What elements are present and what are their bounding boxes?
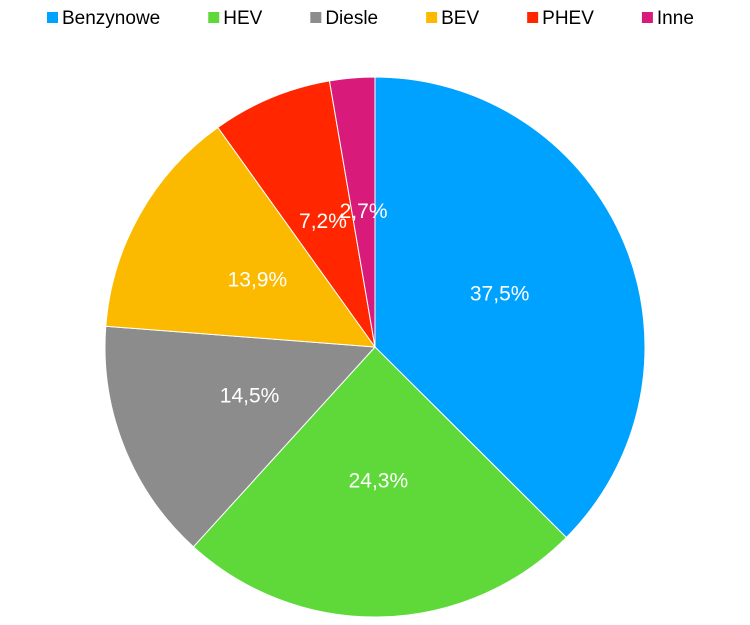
slice-label: 24,3% bbox=[349, 470, 409, 493]
pie-slice bbox=[217, 80, 376, 348]
legend-swatch bbox=[208, 12, 220, 23]
legend-label: BEV bbox=[441, 8, 479, 29]
legend-label: HEV bbox=[223, 8, 262, 29]
legend-swatch bbox=[47, 12, 58, 23]
legend-swatch bbox=[426, 12, 438, 23]
legend-label: PHEV bbox=[542, 8, 594, 29]
slice-label: 13,9% bbox=[228, 268, 288, 291]
slice-label: 37,5% bbox=[470, 283, 530, 306]
legend-label: Diesle bbox=[325, 8, 378, 29]
slice-label: 2,7% bbox=[340, 200, 388, 223]
legend-label: Benzynowe bbox=[62, 8, 160, 29]
legend-swatch bbox=[310, 12, 322, 23]
pie-slice bbox=[104, 325, 377, 548]
legend-swatch bbox=[641, 12, 653, 23]
legend-label: Inne bbox=[657, 8, 694, 29]
pie-slice bbox=[328, 76, 376, 348]
legend-swatch bbox=[527, 12, 539, 23]
slice-label: 14,5% bbox=[220, 384, 280, 407]
pie-slice bbox=[374, 76, 646, 539]
pie-slice bbox=[105, 126, 377, 348]
slice-label: 7,2% bbox=[299, 210, 347, 233]
pie-slice bbox=[192, 346, 568, 618]
